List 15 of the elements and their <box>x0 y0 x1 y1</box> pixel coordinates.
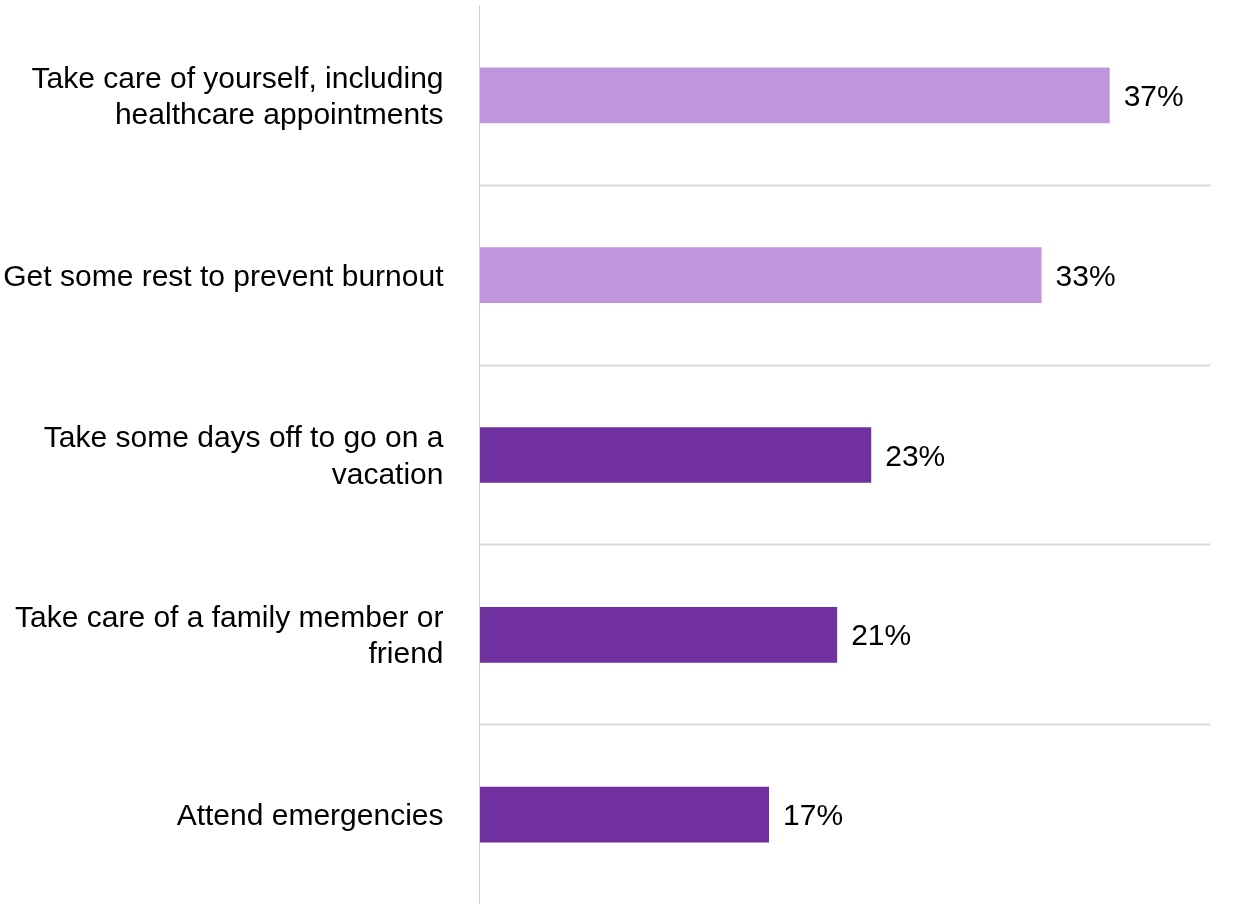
bar <box>479 67 1110 124</box>
bar <box>479 247 1042 304</box>
y-tick-label: Take care of yourself, including healthcare appointments <box>31 60 444 131</box>
data-label: 23% <box>885 438 946 472</box>
y-tick-label: Attend emergencies <box>176 798 444 832</box>
y-tick-label: Take some days off to go on a vacation <box>43 420 444 490</box>
data-label: 17% <box>783 798 844 832</box>
bar <box>479 606 838 663</box>
data-label: 37% <box>1123 78 1184 112</box>
data-label: 21% <box>851 618 912 652</box>
y-tick-label: Take care of a family member or friend <box>15 600 444 670</box>
bar <box>479 786 770 843</box>
data-label: 33% <box>1055 258 1116 292</box>
bar <box>479 427 872 483</box>
y-tick-label: Get some rest to prevent burnout <box>3 258 445 292</box>
